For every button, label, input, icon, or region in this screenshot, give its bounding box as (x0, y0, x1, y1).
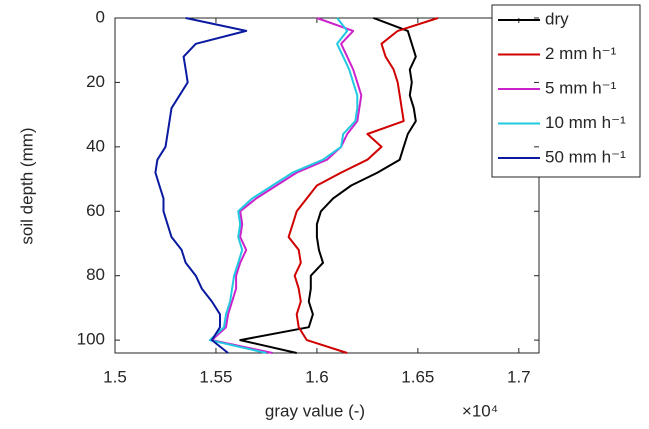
series-line (287, 17, 439, 354)
plot-frame (114, 17, 540, 354)
x-tick-label: 1.55 (199, 367, 232, 386)
x-tick-label: 1.65 (401, 367, 434, 386)
x-tick-label: 1.7 (507, 367, 531, 386)
x-tick-label: 1.5 (103, 367, 127, 386)
y-tick-label: 60 (86, 201, 105, 220)
y-tick-label: 0 (96, 7, 105, 26)
y-tick-label: 80 (86, 265, 105, 284)
series-line (239, 17, 417, 354)
legend-label: 5 mm h⁻¹ (545, 78, 617, 97)
legend-label: 10 mm h⁻¹ (545, 113, 626, 132)
x-multiplier: ×10⁴ (462, 401, 498, 420)
legend-label: dry (545, 9, 569, 28)
legend-label: 2 mm h⁻¹ (545, 44, 617, 63)
legend-box (491, 4, 641, 178)
y-axis-label: soil depth (mm) (17, 127, 36, 244)
series-line (154, 17, 248, 354)
legend-label: 50 mm h⁻¹ (545, 147, 626, 166)
y-tick-label: 100 (77, 330, 105, 349)
series-line (208, 17, 359, 354)
y-tick-label: 20 (86, 72, 105, 91)
y-tick-label: 40 (86, 136, 105, 155)
x-tick-label: 1.6 (305, 367, 329, 386)
x-axis-label: gray value (-) (265, 401, 365, 420)
series-line (210, 17, 363, 354)
